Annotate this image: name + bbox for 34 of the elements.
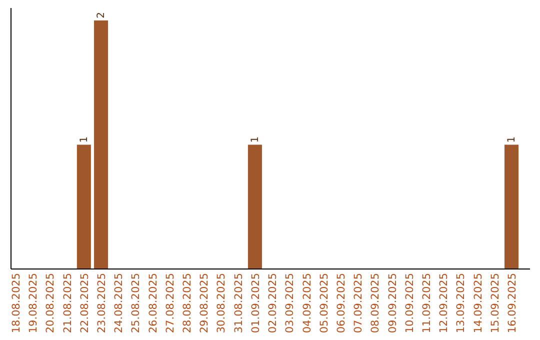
x-tick-label: 08.09.2025 — [370, 273, 382, 334]
x-tick-label: 26.08.2025 — [147, 273, 160, 334]
x-tick-label: 28.08.2025 — [182, 273, 194, 334]
x-tick-label: 04.09.2025 — [301, 273, 314, 334]
data-label: 1 — [78, 136, 90, 143]
x-tick-label: 20.08.2025 — [44, 273, 57, 334]
x-tick-label: 05.09.2025 — [318, 273, 330, 334]
x-tick-label: 15.09.2025 — [489, 273, 502, 334]
x-tick-label: 03.09.2025 — [284, 273, 296, 334]
x-tick-label: 25.08.2025 — [130, 273, 142, 334]
x-tick-label: 07.09.2025 — [352, 273, 365, 334]
x-tick-label: 24.08.2025 — [113, 273, 126, 334]
x-tick-label: 27.08.2025 — [164, 273, 176, 334]
x-tick-label: 21.08.2025 — [62, 273, 74, 334]
x-tick-label: 23.08.2025 — [96, 273, 108, 334]
x-tick-label: 12.09.2025 — [438, 273, 450, 334]
data-label: 1 — [250, 136, 261, 143]
x-tick-label: 29.08.2025 — [198, 273, 211, 334]
data-label: 1 — [506, 136, 518, 143]
x-tick-label: 19.08.2025 — [28, 273, 40, 334]
x-tick-label: 11.09.2025 — [420, 273, 433, 334]
x-tick-label: 22.08.2025 — [78, 273, 91, 334]
x-tick-label: 18.08.2025 — [10, 273, 23, 334]
x-tick-label: 09.09.2025 — [386, 273, 399, 334]
x-tick-label: 14.09.2025 — [472, 273, 484, 334]
x-tick-label: 16.09.2025 — [506, 273, 518, 334]
x-tick-label: 13.09.2025 — [455, 273, 468, 334]
x-tick-label: 02.09.2025 — [267, 273, 280, 334]
x-tick-label: 06.09.2025 — [335, 273, 348, 334]
x-tick-label: 30.08.2025 — [216, 273, 228, 334]
x-tick-label: 10.09.2025 — [404, 273, 416, 334]
x-tick-label: 31.08.2025 — [232, 273, 245, 334]
x-tick-label: 01.09.2025 — [250, 273, 262, 334]
data-label: 2 — [96, 12, 108, 18]
